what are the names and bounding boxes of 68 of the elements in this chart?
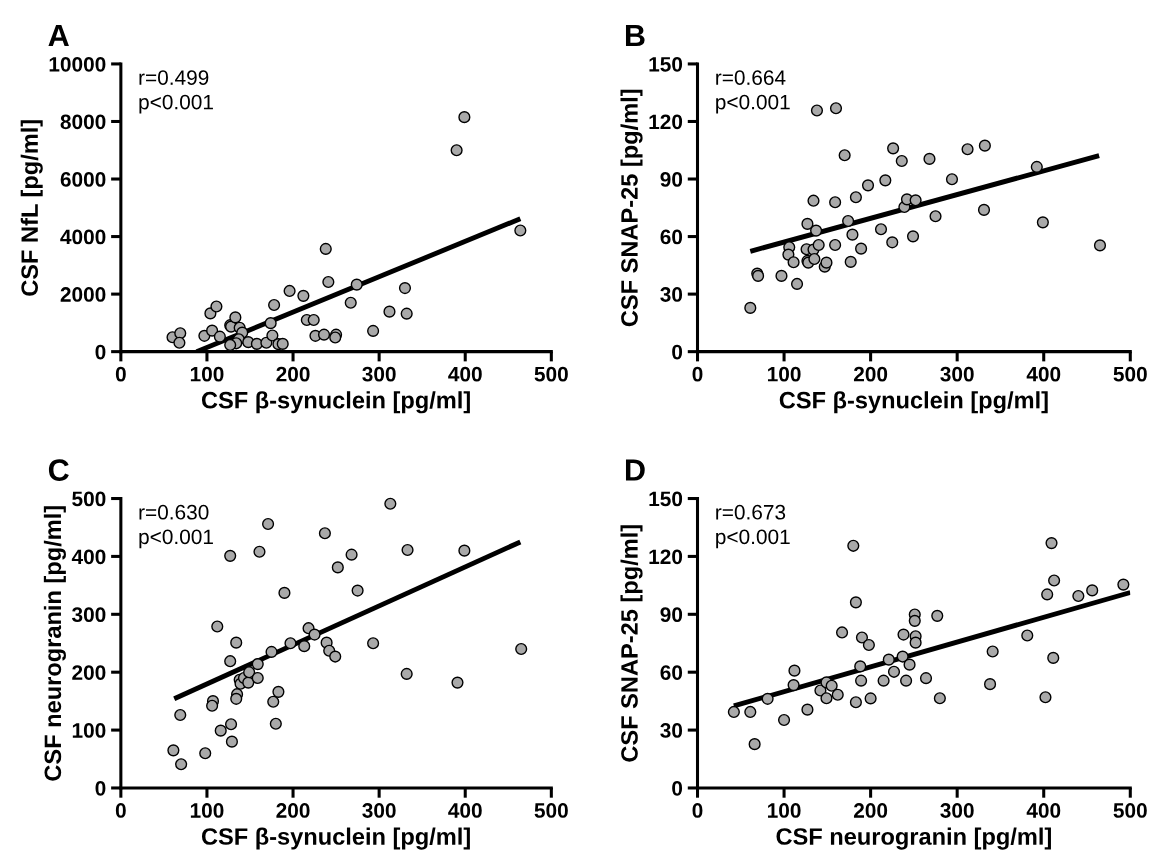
y-tick-label: 30 <box>660 287 683 302</box>
chart-title: C <box>48 459 69 481</box>
y-tick-label: 150 <box>649 491 683 507</box>
x-axis-title: CSF β-synuclein [pg/ml] <box>779 391 1048 414</box>
chart-title: D <box>625 459 645 481</box>
y-tick-label: 500 <box>72 491 106 507</box>
x-tick-label: 100 <box>190 803 224 818</box>
y-tick-label: 90 <box>660 607 683 623</box>
x-tick-label: 100 <box>768 803 801 818</box>
y-tick-label: 90 <box>660 172 683 187</box>
y-tick-label: 120 <box>649 549 683 565</box>
x-tick-label: 100 <box>190 366 224 382</box>
y-tick-label: 120 <box>649 114 683 130</box>
x-tick-label: 300 <box>940 803 974 818</box>
x-tick-label: 400 <box>1026 366 1061 382</box>
y-tick-label: 300 <box>71 607 106 623</box>
x-tick-label: 500 <box>1113 803 1147 818</box>
x-tick-label: 0 <box>692 366 703 382</box>
y-axis-title: CSF SNAP-25 [pg/ml] <box>620 89 643 327</box>
x-tick-label: 100 <box>768 366 801 382</box>
y-tick-label: 0 <box>672 344 683 360</box>
y-axis-title: CSF neurogranin [pg/ml] <box>43 506 66 781</box>
annotation: r=0.673 <box>716 504 786 520</box>
y-axis-title: CSF NfL [pg/ml] <box>20 120 43 296</box>
x-tick-label: 400 <box>448 803 482 818</box>
chart-title: B <box>625 25 645 47</box>
x-tick-label: 300 <box>362 366 396 382</box>
x-tick-label: 500 <box>534 803 568 818</box>
y-axis-title: CSF SNAP-25 [pg/ml] <box>620 525 643 762</box>
y-tick-label: 2000 <box>60 287 106 302</box>
y-tick-label: 6000 <box>60 172 106 187</box>
x-axis-title: CSF β-synuclein [pg/ml] <box>201 827 470 850</box>
x-tick-label: 500 <box>534 366 568 382</box>
x-axis-title: CSF β-synuclein [pg/ml] <box>201 391 470 414</box>
x-tick-label: 400 <box>1026 803 1061 818</box>
annotation: p<0.001 <box>716 94 790 114</box>
y-tick-label: 200 <box>72 665 106 680</box>
annotation: r=0.664 <box>716 70 786 85</box>
x-tick-label: 200 <box>853 366 888 382</box>
x-tick-label: 300 <box>940 366 974 382</box>
x-tick-label: 200 <box>276 803 310 818</box>
y-tick-label: 100 <box>72 723 106 738</box>
y-tick-label: 0 <box>95 344 106 360</box>
x-tick-label: 200 <box>853 803 888 818</box>
annotation: p<0.001 <box>139 529 213 549</box>
y-tick-label: 30 <box>660 723 683 738</box>
x-tick-label: 0 <box>115 803 126 818</box>
x-axis-title: CSF neurogranin [pg/ml] <box>776 827 1051 850</box>
y-tick-label: 60 <box>660 229 683 245</box>
x-tick-label: 0 <box>115 366 126 382</box>
y-tick-label: 10000 <box>49 56 106 72</box>
annotation: r=0.499 <box>139 70 209 85</box>
y-tick-label: 400 <box>71 549 106 565</box>
y-tick-label: 4000 <box>60 229 106 245</box>
x-tick-label: 500 <box>1113 366 1147 382</box>
annotation: p<0.001 <box>716 529 790 549</box>
y-tick-label: 60 <box>660 665 683 680</box>
y-tick-label: 0 <box>672 780 683 796</box>
x-tick-label: 400 <box>448 366 482 382</box>
y-tick-label: 0 <box>95 780 106 796</box>
annotation: p<0.001 <box>139 94 213 114</box>
x-tick-label: 200 <box>276 366 310 382</box>
chart-title: A <box>48 25 69 47</box>
x-tick-label: 0 <box>692 803 703 818</box>
y-tick-label: 150 <box>649 56 683 72</box>
y-tick-label: 8000 <box>60 114 106 130</box>
annotation: r=0.630 <box>139 504 209 520</box>
x-tick-label: 300 <box>362 803 396 818</box>
